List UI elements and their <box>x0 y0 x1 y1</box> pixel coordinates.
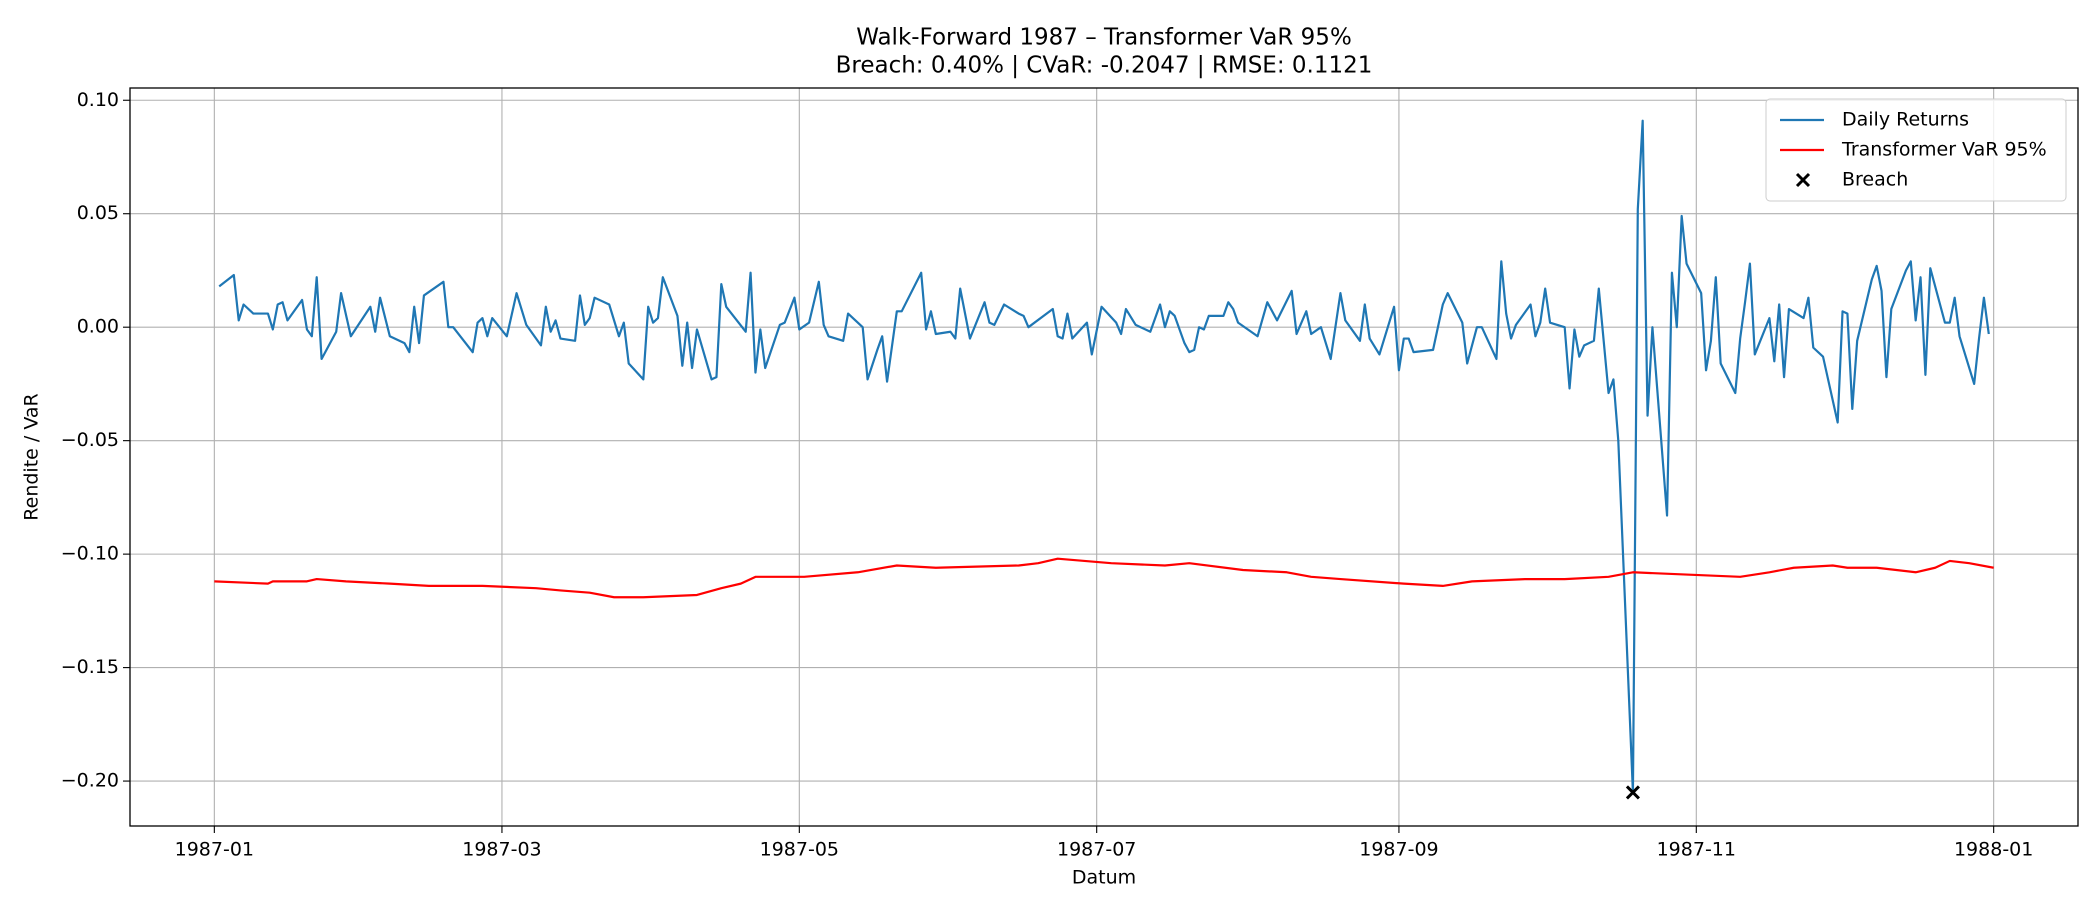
chart-title: Walk-Forward 1987 – Transformer VaR 95% <box>856 25 1352 51</box>
y-tick-label: 0.10 <box>77 89 119 111</box>
y-tick-label: −0.05 <box>61 429 119 451</box>
x-axis-label: Datum <box>1072 867 1136 889</box>
x-tick-label: 1987-01 <box>175 839 254 861</box>
legend-label: Transformer VaR 95% <box>1841 139 2047 161</box>
y-tick-label: −0.10 <box>61 543 119 565</box>
plot-area <box>214 119 1994 800</box>
x-tick-label: 1987-07 <box>1057 839 1136 861</box>
x-tick-label: 1987-11 <box>1657 839 1736 861</box>
grid <box>130 88 2078 826</box>
legend-marker <box>1795 172 1811 188</box>
legend-box <box>1765 98 2067 202</box>
x-tick-label: 1987-03 <box>462 839 541 861</box>
y-tick-label: 0.05 <box>77 202 119 224</box>
legend: Daily Returns Transformer VaR 95% Breach <box>1765 98 2067 202</box>
axes-frame <box>129 87 2079 827</box>
y-tick-label: −0.20 <box>61 770 119 792</box>
legend-label: Daily Returns <box>1842 109 1969 131</box>
series-line <box>218 119 1990 794</box>
x-tick-label: 1987-05 <box>760 839 839 861</box>
legend-label: Breach <box>1842 169 1908 191</box>
breach-marker <box>1625 785 1640 800</box>
x-tick-label: 1988-01 <box>1954 839 2033 861</box>
ticks: 1987-01 1987-03 1987-05 1987-07 1987-09 1987-… <box>61 89 2034 861</box>
x-tick-label: 1987-09 <box>1359 839 1438 861</box>
y-tick-label: −0.15 <box>61 656 119 678</box>
series-line <box>214 557 1994 599</box>
y-tick-label: 0.00 <box>77 316 119 338</box>
y-axis-label: Rendite / VaR <box>21 393 43 520</box>
chart-subtitle: Breach: 0.40% | CVaR: -0.2047 | RMSE: 0.… <box>836 53 1373 79</box>
